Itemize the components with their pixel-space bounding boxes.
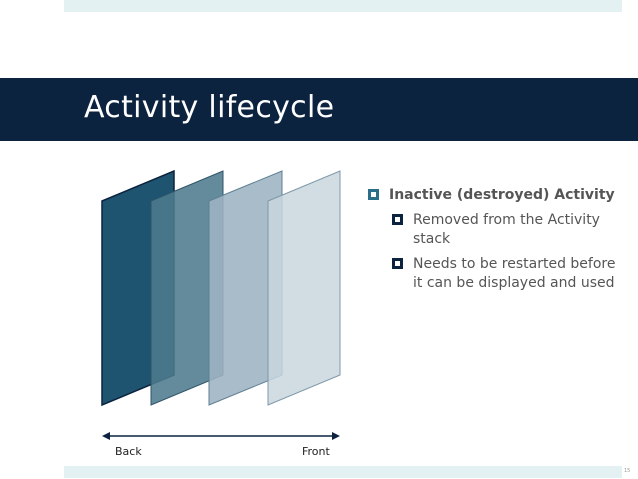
- title-bar: [0, 78, 638, 141]
- layer-stack: [101, 169, 341, 407]
- bullet-sub-text: Needs to be restarted before it can be d…: [413, 256, 616, 291]
- square-bullet-icon: [392, 214, 403, 225]
- bullet-level-2: Removed from the Activity stack: [364, 211, 624, 249]
- arrow-head-left-icon: [102, 432, 110, 440]
- bullet-sub-text: Removed from the Activity stack: [413, 212, 600, 247]
- square-bullet-icon: [392, 258, 403, 269]
- page-number: 15: [624, 468, 631, 474]
- square-bullet-icon: [368, 189, 379, 200]
- arrow-head-right-icon: [332, 432, 340, 440]
- back-front-arrow: [102, 432, 340, 440]
- bullet-level-1: Inactive (destroyed) Activity: [364, 186, 624, 205]
- bullet-list: Inactive (destroyed) Activity Removed fr…: [364, 186, 624, 293]
- front-label: Front: [302, 445, 331, 458]
- slide-title: Activity lifecycle: [84, 90, 335, 125]
- bullet-level-2: Needs to be restarted before it can be d…: [364, 255, 624, 293]
- back-label: Back: [115, 445, 142, 458]
- top-accent-band: [64, 0, 622, 12]
- bottom-accent-band: [64, 466, 622, 478]
- bullet-main-text: Inactive (destroyed) Activity: [389, 187, 615, 203]
- activity-layer-front: [267, 170, 341, 406]
